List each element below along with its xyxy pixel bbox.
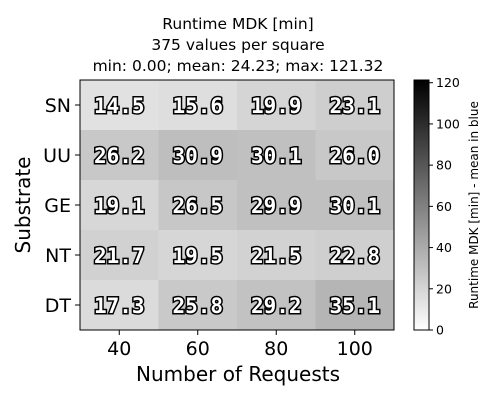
heatmap-cell bbox=[237, 130, 316, 181]
colorbar-tick-label: 60 bbox=[436, 199, 452, 214]
heatmap-cell bbox=[315, 230, 395, 281]
cell-values: 14.5 15.6 19.9 23.1 26.2 30.9 30.1 26.0 19.1 26.5… bbox=[92, 93, 381, 320]
heatmap-cell bbox=[315, 130, 395, 181]
heatmap-cell bbox=[80, 230, 159, 281]
heatmap-cell bbox=[80, 280, 159, 331]
cell-value-label: 19.9 bbox=[251, 94, 302, 118]
colorbar-tick-label: 20 bbox=[436, 281, 452, 296]
y-ticks: SN UU GE NT DT bbox=[43, 95, 80, 317]
cell-value-label: 29.2 bbox=[251, 294, 302, 318]
y-tick-label: UU bbox=[43, 145, 71, 167]
heatmap-cell bbox=[315, 180, 395, 231]
x-tick-label: 40 bbox=[107, 338, 131, 360]
cell-value-label: 30.1 bbox=[329, 194, 380, 218]
title-line-3: min: 0.00; mean: 24.23; max: 121.32 bbox=[93, 57, 384, 75]
cell-value-label: 21.7 bbox=[94, 244, 145, 268]
cell-value-label: 21.5 bbox=[251, 244, 302, 268]
heatmap-cell bbox=[237, 230, 316, 281]
colorbar-tick-label: 80 bbox=[436, 158, 452, 173]
x-tick-label: 60 bbox=[186, 338, 210, 360]
heatmap-cell bbox=[237, 280, 316, 331]
cell-value-label: 30.9 bbox=[172, 144, 223, 168]
heatmap-cell bbox=[158, 280, 238, 331]
colorbar-tick-label: 120 bbox=[436, 75, 460, 90]
heatmap-cell bbox=[80, 130, 159, 181]
heatmap-cell bbox=[315, 280, 395, 331]
heatmap-cell bbox=[80, 80, 159, 131]
colorbar: 0 20 40 60 80 100 120 Runtime MDK [min] - mean… bbox=[413, 75, 481, 338]
cell-value-label: 26.2 bbox=[94, 144, 145, 168]
colorbar-tick-label: 100 bbox=[436, 116, 460, 131]
y-axis-label: Substrate bbox=[11, 157, 35, 254]
colorbar-gradient bbox=[413, 79, 430, 331]
heatmap-cell bbox=[158, 130, 238, 181]
x-tick-label: 100 bbox=[337, 338, 373, 360]
chart-title: Runtime MDK [min] 375 values per square … bbox=[93, 15, 384, 75]
cell-value-label: 19.5 bbox=[172, 244, 223, 268]
heatmap-cell bbox=[158, 180, 238, 231]
x-axis-label: Number of Requests bbox=[136, 362, 340, 386]
heatmap-cell bbox=[80, 180, 159, 231]
colorbar-ticks: 0 20 40 60 80 100 120 bbox=[429, 75, 460, 338]
cell-value-label: 15.6 bbox=[172, 94, 223, 118]
y-tick-label: DT bbox=[45, 295, 72, 317]
colorbar-label: Runtime MDK [min] - mean in blue bbox=[467, 101, 481, 309]
colorbar-tick-label: 40 bbox=[436, 240, 452, 255]
heatmap-cells bbox=[80, 80, 395, 331]
title-line-2: 375 values per square bbox=[151, 36, 324, 54]
heatmap-cell bbox=[237, 180, 316, 231]
cell-value-label: 23.1 bbox=[329, 94, 380, 118]
cell-value-label: 30.1 bbox=[251, 144, 302, 168]
heatmap-cell bbox=[237, 80, 316, 131]
y-tick-label: NT bbox=[45, 245, 71, 267]
cell-value-label: 35.1 bbox=[329, 294, 380, 318]
title-line-1: Runtime MDK [min] bbox=[162, 15, 313, 33]
cell-value-label: 26.0 bbox=[329, 144, 380, 168]
y-tick-label: GE bbox=[44, 195, 71, 217]
heatmap-cell bbox=[158, 230, 238, 281]
cell-value-label: 19.1 bbox=[94, 194, 145, 218]
cell-value-label: 22.8 bbox=[329, 244, 380, 268]
x-ticks: 40 60 80 100 bbox=[107, 330, 373, 360]
cell-value-label: 29.9 bbox=[251, 194, 302, 218]
heatmap-cell bbox=[315, 80, 395, 131]
colorbar-tick-label: 0 bbox=[436, 323, 444, 338]
cell-value-label: 25.8 bbox=[172, 294, 223, 318]
y-tick-label: SN bbox=[45, 95, 71, 117]
heatmap-cell bbox=[158, 80, 238, 131]
cell-value-label: 17.3 bbox=[94, 294, 145, 318]
cell-value-label: 26.5 bbox=[172, 194, 223, 218]
x-tick-label: 80 bbox=[264, 338, 288, 360]
cell-value-label: 14.5 bbox=[94, 94, 145, 118]
